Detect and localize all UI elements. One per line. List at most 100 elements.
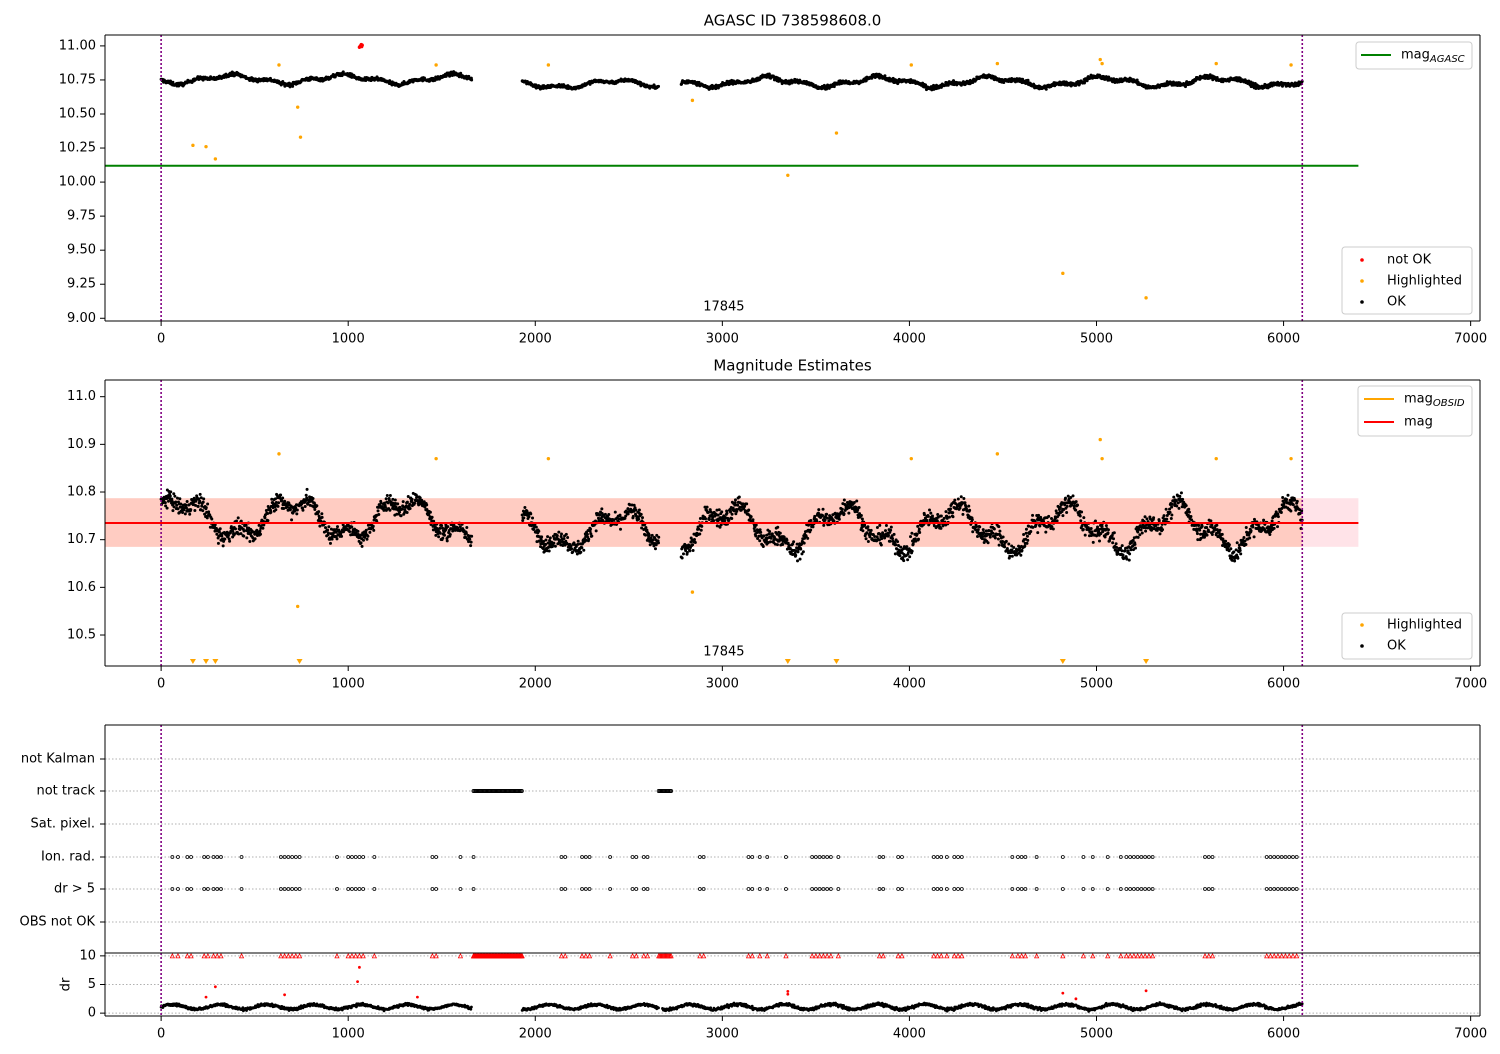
- ok-point: [878, 524, 881, 527]
- legend-point-label: not OK: [1387, 253, 1432, 268]
- ok-point: [1158, 519, 1161, 522]
- ok-point: [704, 517, 707, 520]
- ok-point: [356, 530, 359, 533]
- ok-point: [1076, 504, 1079, 507]
- highlighted-point: [204, 145, 207, 148]
- ok-point: [797, 550, 800, 553]
- ok-point: [1020, 549, 1023, 552]
- ok-point: [1026, 535, 1029, 538]
- ok-point: [838, 518, 841, 521]
- ok-point: [206, 502, 209, 505]
- ok-point: [1172, 496, 1175, 499]
- ok-point: [1052, 528, 1055, 531]
- ok-point: [385, 497, 388, 500]
- ok-point: [962, 497, 965, 500]
- highlighted-point: [277, 63, 280, 66]
- ok-point: [201, 509, 204, 512]
- ok-point: [552, 542, 555, 545]
- ok-point: [896, 540, 899, 543]
- ok-point: [459, 525, 462, 528]
- ok-point: [565, 533, 568, 536]
- ok-point: [440, 524, 443, 527]
- legend-point-label: Highlighted: [1387, 274, 1462, 289]
- ok-point: [579, 551, 582, 554]
- ok-point: [948, 516, 951, 519]
- ok-point: [296, 508, 299, 511]
- ok-point: [815, 519, 818, 522]
- ok-point: [1140, 528, 1143, 531]
- ok-point: [796, 559, 799, 562]
- ok-point: [406, 501, 409, 504]
- ok-point: [1023, 544, 1026, 547]
- ok-point: [894, 552, 897, 555]
- ok-point: [1036, 531, 1039, 534]
- ok-point: [1025, 532, 1028, 535]
- ok-point: [843, 512, 846, 515]
- ok-point: [1112, 537, 1115, 540]
- highlighted-point: [434, 63, 437, 66]
- ok-point: [959, 507, 962, 510]
- ok-point: [890, 526, 893, 529]
- ok-point: [556, 534, 559, 537]
- ok-point: [841, 508, 844, 511]
- ok-point: [365, 529, 368, 532]
- highlighted-point: [296, 105, 299, 108]
- ok-point: [413, 502, 416, 505]
- ok-point: [1134, 547, 1137, 550]
- ok-point: [186, 500, 189, 503]
- ok-point: [350, 526, 353, 529]
- ok-point: [546, 535, 549, 538]
- ok-point: [372, 525, 375, 528]
- ok-point: [554, 545, 557, 548]
- ok-point: [730, 517, 733, 520]
- ok-point: [266, 519, 269, 522]
- ok-point: [898, 554, 901, 557]
- ok-point: [1066, 505, 1069, 508]
- ok-point: [562, 537, 565, 540]
- ok-point: [193, 509, 196, 512]
- ok-point: [997, 538, 1000, 541]
- ok-point: [429, 511, 432, 514]
- ok-point: [826, 517, 829, 520]
- ok-point: [614, 511, 617, 514]
- ok-point: [336, 525, 339, 528]
- highlighted-point: [910, 63, 913, 66]
- ok-point: [258, 529, 261, 532]
- ok-point: [580, 546, 583, 549]
- panel1-obs-label: 17845: [703, 300, 744, 315]
- ok-point: [1152, 516, 1155, 519]
- ok-point: [173, 495, 176, 498]
- ok-point: [326, 529, 329, 532]
- ok-point: [762, 534, 765, 537]
- ok-point: [446, 539, 449, 542]
- ok-point: [411, 498, 414, 501]
- ok-point: [1113, 531, 1116, 534]
- ok-point: [1122, 553, 1125, 556]
- ok-point: [758, 539, 761, 542]
- ok-point: [657, 536, 660, 539]
- ok-point: [570, 547, 573, 550]
- ok-point: [600, 507, 603, 510]
- ok-point: [184, 504, 187, 507]
- highlighted-point: [1099, 58, 1102, 61]
- ok-point: [400, 514, 403, 517]
- ok-point: [916, 533, 919, 536]
- ok-point: [560, 532, 563, 535]
- highlighted-point: [835, 131, 838, 134]
- ok-point: [468, 538, 471, 541]
- ok-point: [1079, 514, 1082, 517]
- ok-point: [1061, 514, 1064, 517]
- ok-point: [377, 509, 380, 512]
- ok-point: [171, 81, 174, 84]
- ok-point: [987, 541, 990, 544]
- panel1-ytick-label: 9.50: [67, 243, 96, 258]
- ok-point: [762, 545, 765, 548]
- ok-point: [290, 518, 293, 521]
- ok-point: [1090, 527, 1093, 530]
- ok-point: [918, 528, 921, 531]
- highlighted-point: [996, 62, 999, 65]
- ok-point: [189, 508, 192, 511]
- ok-point: [894, 543, 897, 546]
- ok-point: [1107, 531, 1110, 534]
- ok-point: [889, 529, 892, 532]
